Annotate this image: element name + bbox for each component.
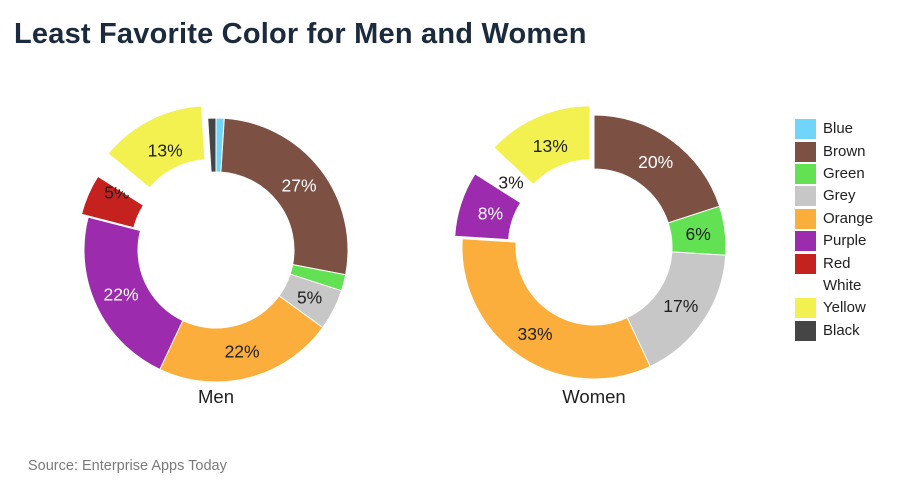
legend-swatch-white <box>795 275 816 296</box>
legend-swatch-orange <box>795 208 816 229</box>
legend-label: White <box>823 276 862 294</box>
women-slice-value-purple: 8% <box>478 203 503 223</box>
legend-swatch-red <box>795 253 816 274</box>
men-slice-white <box>103 165 157 209</box>
men-chart-label: Men <box>198 386 234 407</box>
legend-label: Purple <box>823 232 867 250</box>
women-slice-value-yellow: 13% <box>533 136 568 156</box>
legend-swatch-purple <box>795 231 816 252</box>
legend-label: Red <box>823 254 851 272</box>
women-slice-value-green: 6% <box>686 224 711 244</box>
women-donut-chart: 20% 6% 17% 33% 8% 3% 13% Women <box>454 105 727 407</box>
legend-item-red: Red <box>795 252 873 274</box>
legend-label: Orange <box>823 209 874 227</box>
legend-swatch-brown <box>795 141 816 162</box>
legend-item-black: Black <box>795 320 873 342</box>
legend-swatch-green <box>795 163 816 184</box>
legend-swatch-blue <box>795 119 816 140</box>
legend-swatch-yellow <box>795 298 816 319</box>
men-slice-orange <box>159 295 324 383</box>
legend-label: Blue <box>823 120 854 138</box>
men-slice-value-grey: 5% <box>297 288 322 308</box>
women-slice-value-white: 3% <box>498 173 523 193</box>
women-slice-white <box>481 155 538 206</box>
women-slice-value-grey: 17% <box>663 296 698 316</box>
legend-label: Yellow <box>823 299 866 317</box>
legend-label: Green <box>823 164 865 182</box>
legend-label: Black <box>823 321 860 339</box>
legend-item-blue: Blue <box>795 118 873 140</box>
women-slice-orange <box>461 238 651 380</box>
legend-swatch-black <box>795 320 816 341</box>
legend-item-yellow: Yellow <box>795 297 873 319</box>
legend-label: Grey <box>823 187 856 205</box>
legend-item-green: Green <box>795 163 873 185</box>
legend: Blue Brown Green Grey Orange Purple Red White Ye… <box>795 118 873 342</box>
legend-label: Brown <box>823 142 866 160</box>
legend-item-brown: Brown <box>795 140 873 162</box>
men-slice-value-brown: 27% <box>281 176 316 196</box>
men-slice-value-orange: 22% <box>225 342 260 362</box>
source-note: Source: Enterprise Apps Today <box>28 458 227 474</box>
men-slice-brown <box>220 117 349 276</box>
women-slice-value-brown: 20% <box>638 152 673 172</box>
legend-item-orange: Orange <box>795 208 873 230</box>
page-title: Least Favorite Color for Men and Women <box>14 18 587 50</box>
legend-item-white: White <box>795 275 873 297</box>
legend-item-grey: Grey <box>795 185 873 207</box>
men-donut-chart: 27%5%22%22%5%13%Men <box>80 105 349 407</box>
men-slice-black <box>207 117 217 173</box>
legend-swatch-grey <box>795 186 816 207</box>
men-slice-yellow <box>107 105 206 189</box>
men-slice-red <box>80 175 145 229</box>
men-slice-value-yellow: 13% <box>148 140 183 160</box>
women-slice-yellow <box>493 105 591 186</box>
women-chart-label: Women <box>562 386 625 407</box>
legend-item-purple: Purple <box>795 230 873 252</box>
women-slice-purple <box>454 173 522 241</box>
women-slice-value-orange: 33% <box>517 324 552 344</box>
men-slice-purple <box>83 216 184 371</box>
men-slice-value-purple: 22% <box>103 285 138 305</box>
